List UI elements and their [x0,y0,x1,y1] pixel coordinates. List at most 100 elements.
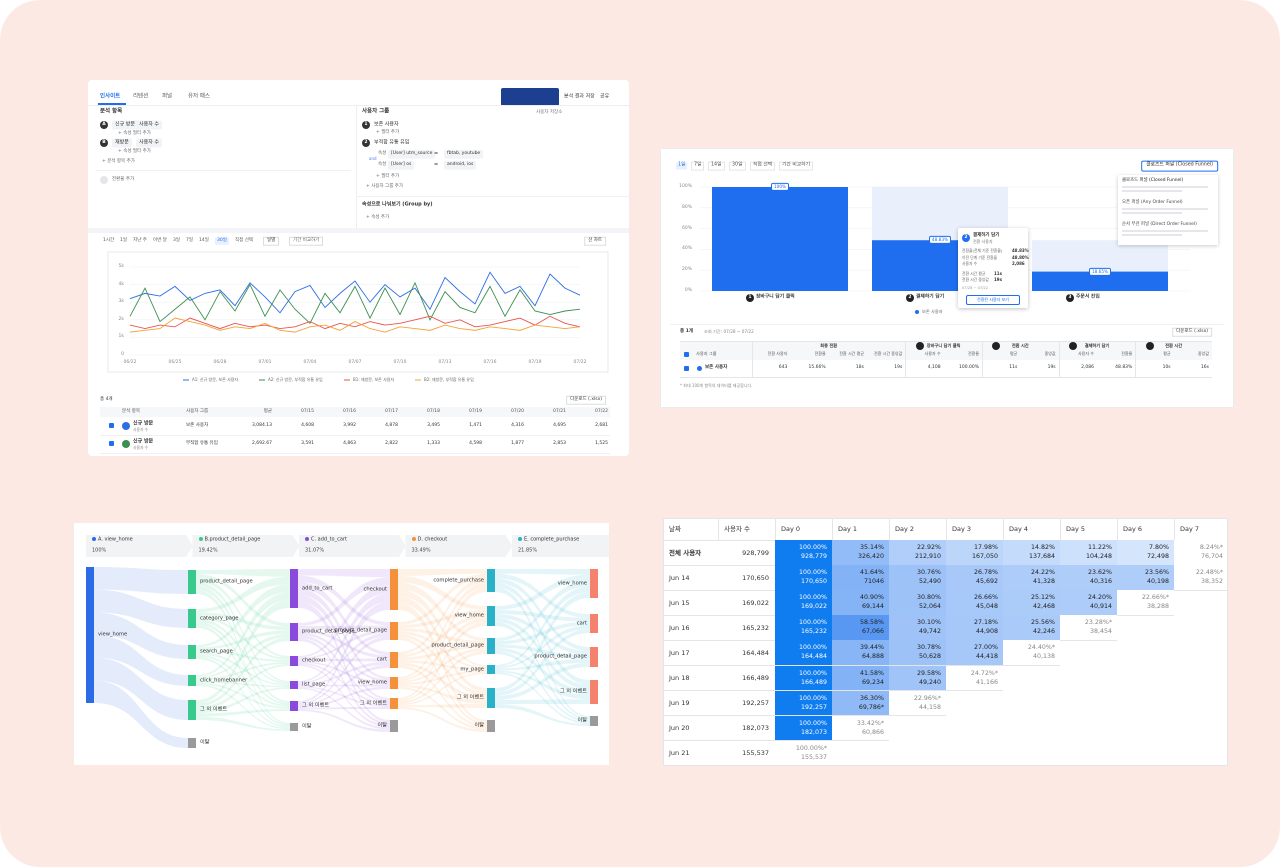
flow-link [196,687,290,714]
row-group: 보존 사용자 [705,364,728,370]
add-filter[interactable]: + 속성 필터 추가 [118,130,151,136]
menu-item[interactable]: 오픈 퍼널 (Any Order Funnel) [1122,199,1183,205]
chip[interactable]: fbtab, youtube [444,149,484,159]
menu-item[interactable]: 순서 무관 퍼널 (Direct Order Funnel) [1122,221,1197,227]
cell-value: 16s [1200,364,1209,370]
range-button[interactable]: 이번 달 [153,237,167,243]
interval-select[interactable]: 일별 [263,236,280,246]
add-filter[interactable]: + 필터 추가 [376,173,400,179]
checkbox[interactable] [109,423,114,428]
checkbox[interactable] [684,352,689,357]
table-header: Day 2 [895,524,915,533]
share-button[interactable]: 공유 [600,93,610,100]
cell-count: 38,454 [1089,628,1112,636]
chip[interactable]: [User] utm_source [388,149,436,159]
range-button[interactable]: 3일 [173,237,181,243]
node-label: 이탈 [377,722,387,729]
col-line [946,518,947,540]
node-label: search_page [200,648,233,655]
cell-rate: 41.58% [859,669,884,677]
row-users: 192,257 [742,698,769,707]
range-button[interactable]: 직접 선택 [235,237,253,243]
add-group[interactable]: + 사용자 그룹 추가 [366,183,404,189]
chart-kind-select[interactable]: 선 차트 [584,236,606,246]
sankey-node [390,698,398,709]
table-header: 중앙값 [1197,351,1209,356]
flow-link [495,663,590,700]
cell-value: 2,086 [1081,364,1094,370]
cell-value: 4,598 [469,440,482,446]
cell-count: 44,418 [975,653,998,661]
chip[interactable]: [User] os [388,160,415,170]
download-button[interactable]: 다운로드 (.xlsx) [566,395,606,405]
checkbox[interactable] [109,441,114,446]
table-header: Day 6 [1123,524,1143,533]
tooltip-button[interactable]: 전환된 사용자 보기 [966,295,1020,305]
range-button[interactable]: 1일 [676,162,688,170]
range-button[interactable]: 1일 [120,237,128,243]
chip[interactable]: 사용자 수 [136,138,162,148]
chip[interactable]: android, ios [444,160,477,170]
add-filter[interactable]: + 속성 필터 추가 [118,148,151,154]
chip[interactable]: 신규 방문 [112,120,138,130]
table-header-bg [100,407,610,417]
add-item[interactable]: + 분석 항목 추가 [102,158,135,164]
table-header: 중앙값 [1044,351,1056,356]
stage-header [512,535,609,557]
row-users: 170,650 [742,573,769,582]
tab[interactable]: 유저 패스 [188,93,210,100]
row-users: 166,489 [742,673,769,682]
tab[interactable]: 리텐션 [133,93,149,100]
table-header: 07/19 [469,408,482,414]
cell-count: 69,234 [861,678,884,686]
range-button[interactable]: 7일 [186,237,194,243]
flow-link [196,615,290,660]
stage-header [192,535,300,557]
insight-panel: 인사이트 리텐션 퍼널 유저 패스 분석 결과 저장 공유 분석 항목 A 신규 방문 사용자 수… [88,80,629,456]
flow-link [196,684,290,730]
badge: B [100,139,108,147]
mode-select[interactable]: 클로즈드 퍼널 (Closed Funnel) [1141,160,1218,172]
flow-link [196,654,290,707]
tab[interactable]: 퍼널 [162,93,173,100]
cell-value: 4,863 [343,440,356,446]
cell-rate: 100.00% [798,719,827,727]
retention-cell [1003,640,1060,666]
flow-link [298,661,390,685]
y-tick-label: 0 [121,351,124,357]
range-button[interactable]: 30일 [729,161,746,171]
badge [992,342,1001,350]
range-button[interactable]: 30일 [215,237,229,245]
flow-link [298,632,390,682]
sankey-node [188,738,196,748]
cell-count: 50,628 [918,653,941,661]
retention-cell [946,540,1003,566]
badge [100,176,108,184]
col-line [1003,518,1004,540]
retention-cell [889,540,946,566]
table-header: 날짜 [669,524,681,533]
cell-count: 69,144 [861,603,884,611]
range-button[interactable]: 14일 [708,161,725,171]
add-filter[interactable]: + 필터 추가 [376,129,400,135]
row-line [663,715,946,716]
chip[interactable]: 재방문 [112,138,132,148]
range-button[interactable]: 지난 주 [133,237,147,243]
download-button[interactable]: 다운로드 (.xlsx) [1172,327,1212,337]
range-button[interactable]: 1시간 [103,237,115,243]
cell-count: 42,468 [1032,603,1055,611]
range-button[interactable]: 14일 [199,237,209,243]
menu-item[interactable]: 클로즈드 퍼널 (Closed Funnel) [1122,177,1184,183]
range-button[interactable]: 직접 선택 [750,161,776,171]
range-button[interactable]: 기간 비교하기 [779,161,814,171]
stage-share: 100% [92,547,107,554]
table-header: 전환율 [814,351,826,356]
tab[interactable]: 인사이트 [100,93,121,100]
range-button[interactable]: 7일 [691,161,705,171]
add-prop[interactable]: + 속성 추가 [366,214,390,220]
save-button[interactable]: 분석 결과 저장 [564,93,595,100]
compare-button[interactable]: 기간 비교하기 [289,236,324,246]
add-conversion[interactable]: 전환율 추가 [112,176,135,182]
checkbox[interactable] [684,366,689,371]
chip[interactable]: 사용자 수 [136,120,162,130]
